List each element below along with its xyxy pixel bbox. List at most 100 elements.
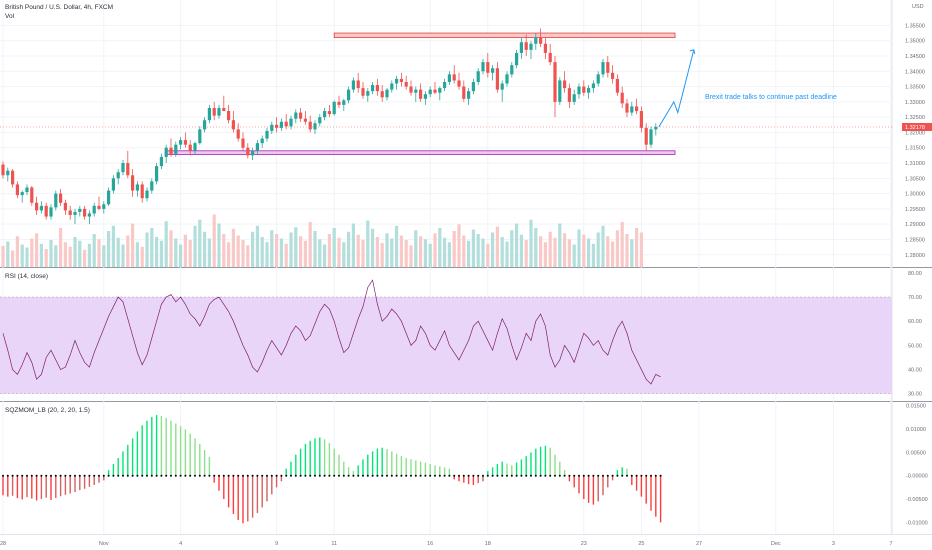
candle-body (644, 127, 648, 145)
volume-bar (534, 228, 538, 267)
sqz-dot (198, 474, 201, 477)
volume-bar (174, 238, 178, 267)
volume-bar (159, 240, 163, 267)
sqz-dot (405, 474, 408, 477)
sqz-dot (179, 474, 182, 477)
candle-body (284, 121, 288, 127)
sqz-dot (544, 474, 547, 477)
time-tick-label: 16 (427, 541, 433, 547)
sqz-dot (189, 474, 192, 477)
candle-body (203, 120, 207, 130)
candle-body (289, 118, 293, 127)
candle-body (107, 190, 111, 205)
volume-bar (323, 244, 327, 267)
candle-body (462, 86, 466, 99)
candle-body (313, 123, 317, 130)
candle-body (654, 126, 658, 130)
candle-body (294, 112, 298, 119)
volume-bar (251, 231, 255, 267)
volume-bar (356, 234, 360, 267)
candle-body (73, 211, 77, 216)
volume-bar (25, 247, 29, 267)
candle-body (419, 89, 423, 99)
sqz-dot (30, 474, 33, 477)
candle-body (519, 42, 523, 53)
candle-body (135, 184, 139, 191)
volume-bar (231, 228, 235, 267)
sqz-dot (6, 474, 9, 477)
sqz-dot (496, 474, 499, 477)
candle-body (443, 81, 447, 89)
sqz-dot (98, 474, 100, 477)
volume-bar (265, 242, 269, 267)
candle-body (371, 85, 375, 92)
volume-bar (495, 226, 499, 267)
sqz-dot (434, 474, 436, 477)
sqz-dot (93, 474, 96, 477)
sqz-dot (150, 474, 153, 477)
candle-body (54, 193, 58, 208)
sqz-dot (587, 474, 590, 477)
sqz-dot (21, 474, 24, 477)
sqz-dot (294, 474, 297, 477)
sqz-tick-label: -0.01000 (906, 520, 928, 526)
candle-body (155, 166, 159, 182)
candle-body (486, 62, 490, 73)
sqz-dot (318, 474, 321, 477)
volume-bar (1, 246, 5, 267)
sqz-dot (578, 474, 580, 477)
sqz-dot (69, 474, 72, 477)
candle-body (212, 107, 216, 116)
sqz-dot (506, 474, 508, 477)
sqz-dot (472, 474, 475, 477)
candle-body (255, 143, 259, 151)
candle-body (457, 80, 461, 87)
candle-body (577, 86, 581, 95)
sqz-dot (458, 474, 460, 477)
time-tick-label: 18 (485, 541, 491, 547)
support-zone (165, 150, 676, 155)
volume-bar (419, 236, 423, 267)
volume-bar (20, 244, 24, 267)
candle-body (505, 74, 509, 84)
volume-bar (35, 233, 39, 267)
candle-body (1, 164, 5, 176)
sqz-tick-label: -0.00500 (906, 497, 928, 503)
candlestick-series (1, 28, 658, 225)
sqz-dot (64, 474, 67, 477)
sqz-dot (78, 474, 81, 477)
candle-body (241, 138, 245, 148)
candle-body (563, 80, 567, 89)
sqz-dot (515, 474, 518, 477)
sqz-dot (45, 474, 48, 477)
sqz-dot (328, 474, 331, 477)
volume-bar (255, 225, 259, 267)
sqz-dot (184, 474, 187, 477)
candle-body (275, 124, 279, 128)
sqz-dot (645, 474, 648, 477)
volume-bar (150, 228, 154, 267)
volume-bar (390, 238, 394, 267)
volume-bar (246, 245, 250, 267)
rsi-tick-label: 80.00 (908, 271, 922, 277)
volume-bar (404, 240, 408, 267)
candle-body (534, 37, 538, 44)
volume-bar (183, 234, 187, 267)
candle-body (68, 210, 72, 216)
candle-body (126, 163, 130, 176)
sqz-dot (352, 474, 355, 477)
candle-body (433, 89, 437, 93)
candle-body (97, 205, 101, 209)
volume-bar (164, 221, 168, 267)
volume-bar (337, 237, 341, 267)
candle-body (606, 62, 610, 73)
volume-bar (169, 230, 173, 267)
volume-bar (44, 249, 48, 267)
candle-body (529, 43, 533, 50)
volume-bar (203, 231, 207, 267)
volume-bar (327, 234, 331, 267)
candle-body (423, 94, 427, 99)
sqz-dot (338, 474, 340, 477)
candle-body (409, 86, 413, 93)
